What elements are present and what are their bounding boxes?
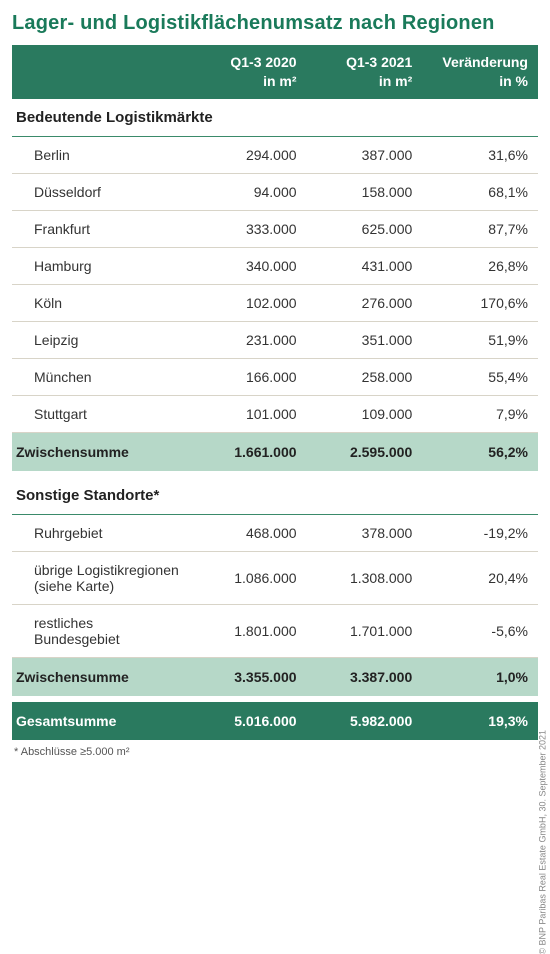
cell-2020: 3.355.000 xyxy=(191,657,307,696)
cell-delta: 56,2% xyxy=(422,432,538,471)
table-row: München166.000258.00055,4% xyxy=(12,358,538,395)
cell-2020: 102.000 xyxy=(191,284,307,321)
header-row: Q1-3 2020in m² Q1-3 2021in m² Veränderun… xyxy=(12,45,538,99)
cell-2020: 1.801.000 xyxy=(191,604,307,657)
table-row: Stuttgart101.000109.0007,9% xyxy=(12,395,538,432)
row-label: Ruhrgebiet xyxy=(12,514,191,551)
cell-delta: 55,4% xyxy=(422,358,538,395)
cell-delta: 87,7% xyxy=(422,210,538,247)
row-label: Stuttgart xyxy=(12,395,191,432)
cell-2020: 231.000 xyxy=(191,321,307,358)
row-label: Zwischensumme xyxy=(12,657,191,696)
cell-2021: 431.000 xyxy=(307,247,423,284)
cell-2021: 5.982.000 xyxy=(307,702,423,740)
section-heading-row: Bedeutende Logistikmärkte xyxy=(12,99,538,137)
col-header-2021: Q1-3 2021in m² xyxy=(307,45,423,99)
section-heading-row: Sonstige Standorte* xyxy=(12,477,538,515)
cell-2020: 1.661.000 xyxy=(191,432,307,471)
row-label: Berlin xyxy=(12,136,191,173)
row-label: München xyxy=(12,358,191,395)
cell-2021: 258.000 xyxy=(307,358,423,395)
table-row: Düsseldorf94.000158.00068,1% xyxy=(12,173,538,210)
row-label: übrige Logistikregionen (siehe Karte) xyxy=(12,551,191,604)
cell-2020: 166.000 xyxy=(191,358,307,395)
cell-2021: 109.000 xyxy=(307,395,423,432)
table-row: Köln102.000276.000170,6% xyxy=(12,284,538,321)
cell-2021: 2.595.000 xyxy=(307,432,423,471)
cell-delta: 20,4% xyxy=(422,551,538,604)
section-heading: Sonstige Standorte* xyxy=(12,477,538,515)
cell-delta: 19,3% xyxy=(422,702,538,740)
table-row: Leipzig231.000351.00051,9% xyxy=(12,321,538,358)
table-row: Ruhrgebiet468.000378.000-19,2% xyxy=(12,514,538,551)
cell-2021: 158.000 xyxy=(307,173,423,210)
cell-2021: 625.000 xyxy=(307,210,423,247)
col-header-empty xyxy=(12,45,191,99)
subtotal-row: Zwischensumme1.661.0002.595.00056,2% xyxy=(12,432,538,471)
row-label: Düsseldorf xyxy=(12,173,191,210)
cell-2020: 5.016.000 xyxy=(191,702,307,740)
cell-2021: 351.000 xyxy=(307,321,423,358)
cell-delta: 31,6% xyxy=(422,136,538,173)
row-label: Frankfurt xyxy=(12,210,191,247)
col-header-delta: Veränderungin % xyxy=(422,45,538,99)
table-row: übrige Logistikregionen (siehe Karte)1.0… xyxy=(12,551,538,604)
col-header-2020: Q1-3 2020in m² xyxy=(191,45,307,99)
row-label: Leipzig xyxy=(12,321,191,358)
row-label: restliches Bundesgebiet xyxy=(12,604,191,657)
cell-2020: 1.086.000 xyxy=(191,551,307,604)
cell-delta: -5,6% xyxy=(422,604,538,657)
cell-delta: 51,9% xyxy=(422,321,538,358)
table-row: Frankfurt333.000625.00087,7% xyxy=(12,210,538,247)
cell-delta: 26,8% xyxy=(422,247,538,284)
cell-2021: 387.000 xyxy=(307,136,423,173)
cell-2021: 3.387.000 xyxy=(307,657,423,696)
page-title: Lager- und Logistikflächenumsatz nach Re… xyxy=(12,12,538,35)
table-row: Hamburg340.000431.00026,8% xyxy=(12,247,538,284)
table-row: Berlin294.000387.00031,6% xyxy=(12,136,538,173)
data-table: Q1-3 2020in m² Q1-3 2021in m² Veränderun… xyxy=(12,45,538,740)
cell-2020: 468.000 xyxy=(191,514,307,551)
table-row: restliches Bundesgebiet1.801.0001.701.00… xyxy=(12,604,538,657)
row-label: Zwischensumme xyxy=(12,432,191,471)
cell-2021: 1.308.000 xyxy=(307,551,423,604)
cell-2021: 378.000 xyxy=(307,514,423,551)
cell-2021: 276.000 xyxy=(307,284,423,321)
cell-2021: 1.701.000 xyxy=(307,604,423,657)
cell-2020: 101.000 xyxy=(191,395,307,432)
cell-delta: 68,1% xyxy=(422,173,538,210)
section-heading: Bedeutende Logistikmärkte xyxy=(12,99,538,137)
row-label: Gesamtsumme xyxy=(12,702,191,740)
cell-2020: 340.000 xyxy=(191,247,307,284)
cell-delta: -19,2% xyxy=(422,514,538,551)
row-label: Hamburg xyxy=(12,247,191,284)
subtotal-row: Zwischensumme3.355.0003.387.0001,0% xyxy=(12,657,538,696)
row-label: Köln xyxy=(12,284,191,321)
footnote: * Abschlüsse ≥5.000 m² xyxy=(12,746,538,758)
cell-delta: 7,9% xyxy=(422,395,538,432)
credit-text: © BNP Paribas Real Estate GmbH, 30. Sept… xyxy=(538,730,548,954)
cell-2020: 94.000 xyxy=(191,173,307,210)
cell-delta: 170,6% xyxy=(422,284,538,321)
cell-2020: 333.000 xyxy=(191,210,307,247)
cell-delta: 1,0% xyxy=(422,657,538,696)
cell-2020: 294.000 xyxy=(191,136,307,173)
total-row: Gesamtsumme5.016.0005.982.00019,3% xyxy=(12,702,538,740)
